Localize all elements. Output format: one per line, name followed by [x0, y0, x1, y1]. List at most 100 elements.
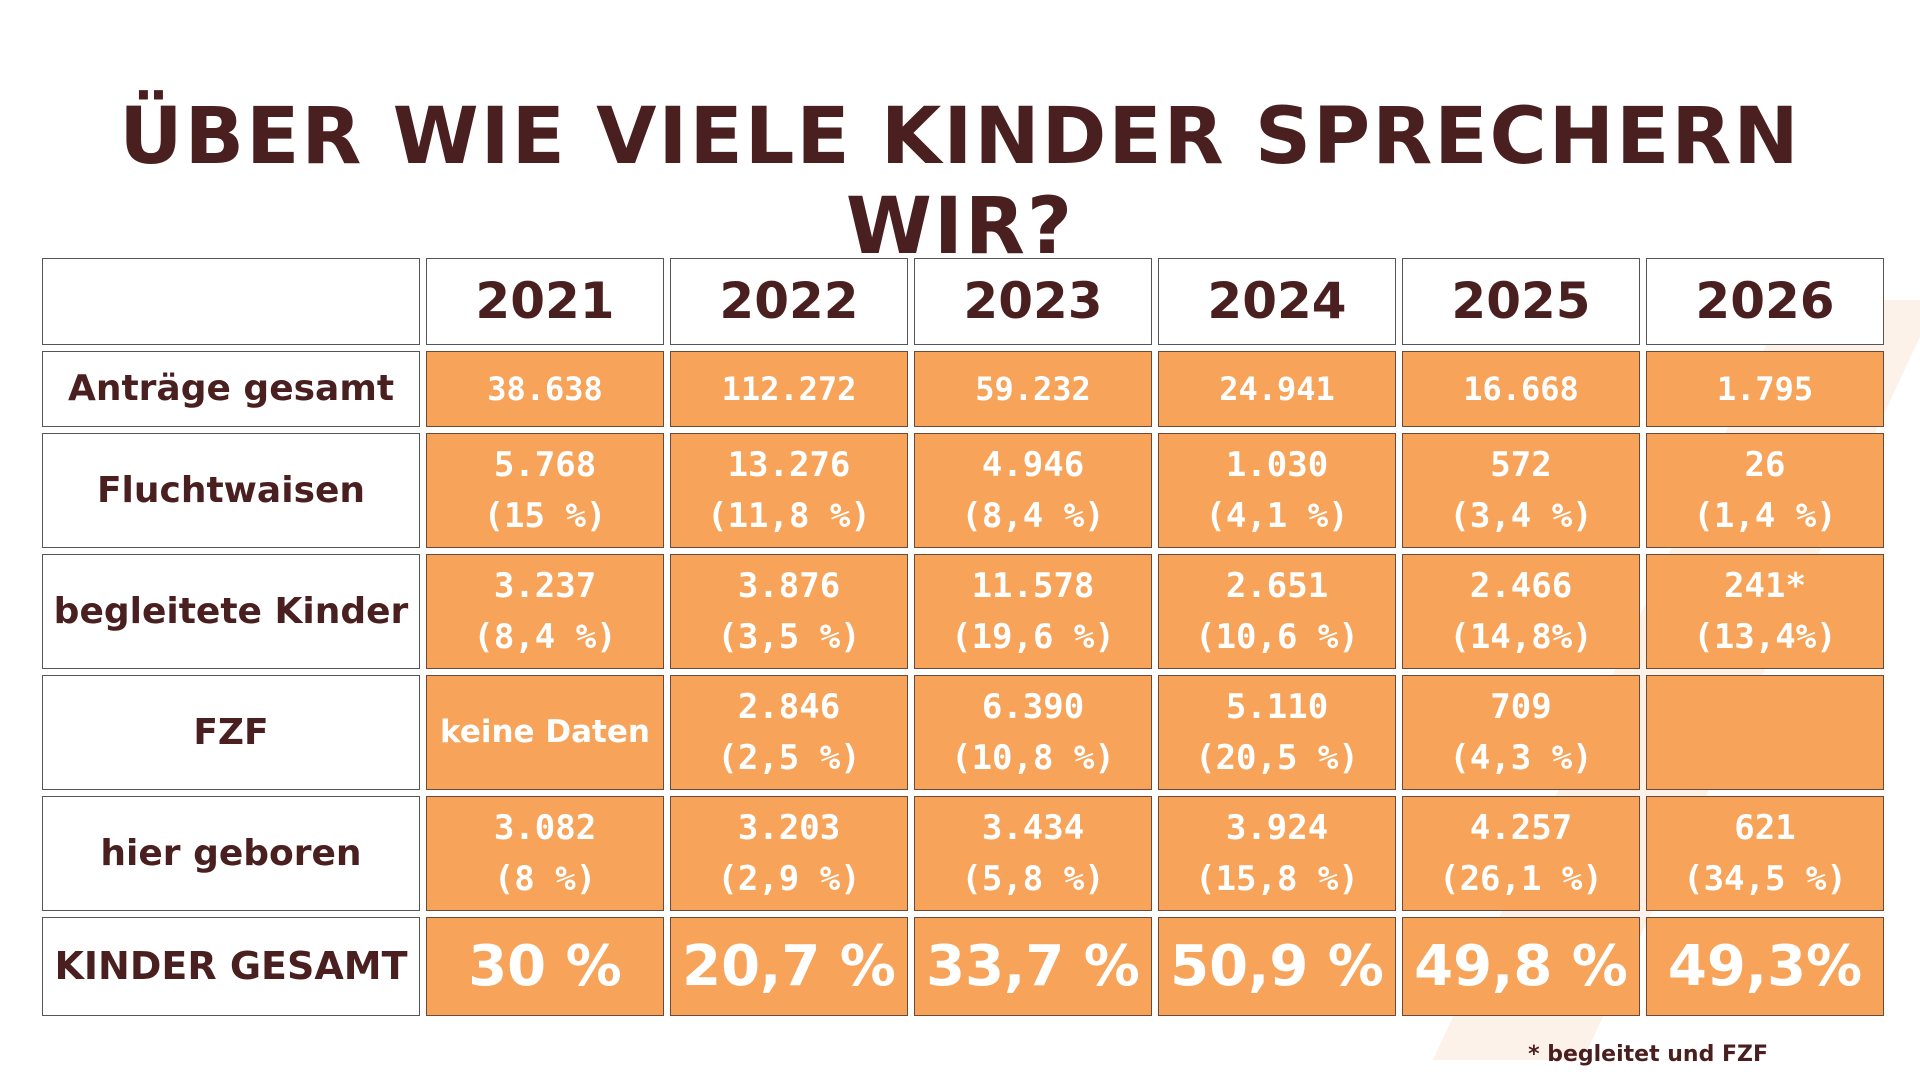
cell-percentage: (14,8%) — [1449, 616, 1593, 657]
cell-percentage: (34,5 %) — [1683, 858, 1847, 899]
cell-percentage: (4,1 %) — [1205, 495, 1349, 536]
column-header-year: 2021 — [426, 258, 664, 345]
table-cell: 13.276 (11,8 %) — [670, 433, 908, 548]
cell-value: 5.768 — [493, 444, 597, 485]
cell-percentage: (2,9 %) — [717, 858, 861, 899]
cell-percentage: (10,6 %) — [1195, 616, 1359, 657]
cell-value: 112.272 — [721, 370, 857, 408]
cell-value: 24.941 — [1219, 370, 1335, 408]
column-header-year: 2022 — [670, 258, 908, 345]
row-label: Fluchtwaisen — [42, 433, 420, 548]
cell-value: keine Daten — [440, 714, 650, 751]
column-header-year: 2026 — [1646, 258, 1884, 345]
column-header-year: 2024 — [1158, 258, 1396, 345]
cell-percentage: (1,4 %) — [1693, 495, 1837, 536]
column-header-year: 2023 — [914, 258, 1152, 345]
total-percentage-cell: 33,7 % — [914, 917, 1152, 1016]
table-cell: 24.941 — [1158, 351, 1396, 427]
cell-percentage: (3,5 %) — [717, 616, 861, 657]
cell-value: 49,8 % — [1414, 933, 1628, 999]
cell-value: 2.846 — [737, 686, 841, 727]
cell-value: 4.946 — [981, 444, 1085, 485]
table-cell: 5.768 (15 %) — [426, 433, 664, 548]
page-title: ÜBER WIE VIELE KINDER SPRECHERN WIR? — [119, 92, 1801, 272]
cell-value: 1.795 — [1716, 370, 1814, 408]
cell-value: 3.924 — [1225, 807, 1329, 848]
cell-percentage: (10,8 %) — [951, 737, 1115, 778]
cell-value: 3.237 — [493, 565, 597, 606]
table-cell: 4.946 (8,4 %) — [914, 433, 1152, 548]
table-cell: 59.232 — [914, 351, 1152, 427]
cell-percentage: (3,4 %) — [1449, 495, 1593, 536]
cell-value: 16.668 — [1463, 370, 1579, 408]
row-label: hier geboren — [42, 796, 420, 911]
cell-value: 38.638 — [487, 370, 603, 408]
table-cell: keine Daten — [426, 675, 664, 790]
cell-value: 59.232 — [975, 370, 1091, 408]
cell-value: 26 — [1744, 444, 1786, 485]
table-cell: 112.272 — [670, 351, 908, 427]
table-cell: 3.434 (5,8 %) — [914, 796, 1152, 911]
table-cell: 2.651 (10,6 %) — [1158, 554, 1396, 669]
cell-percentage: (20,5 %) — [1195, 737, 1359, 778]
table-cell — [1646, 675, 1884, 790]
table-cell: 26 (1,4 %) — [1646, 433, 1884, 548]
table-cell: 5.110 (20,5 %) — [1158, 675, 1396, 790]
cell-value: 3.203 — [737, 807, 841, 848]
table-cell: 11.578 (19,6 %) — [914, 554, 1152, 669]
cell-percentage: (15,8 %) — [1195, 858, 1359, 899]
cell-percentage: (5,8 %) — [961, 858, 1105, 899]
table-cell: 3.924 (15,8 %) — [1158, 796, 1396, 911]
total-percentage-cell: 49,8 % — [1402, 917, 1640, 1016]
table-cell: 38.638 — [426, 351, 664, 427]
total-percentage-cell: 20,7 % — [670, 917, 908, 1016]
cell-value: 572 — [1490, 444, 1552, 485]
cell-value: 13.276 — [727, 444, 851, 485]
row-label: Anträge gesamt — [42, 351, 420, 427]
footnote: * begleitet und FZF — [1528, 1042, 1768, 1067]
table-cell: 3.876 (3,5 %) — [670, 554, 908, 669]
cell-percentage: (8,4 %) — [473, 616, 617, 657]
cell-value: 241* — [1724, 565, 1806, 606]
data-table: 2021 2022 2023 2024 2025 2026 Anträge gesamt 38… — [42, 258, 1884, 1016]
cell-value: 20,7 % — [682, 933, 896, 999]
table-cell: 621 (34,5 %) — [1646, 796, 1884, 911]
table-cell: 1.795 — [1646, 351, 1884, 427]
column-header-year: 2025 — [1402, 258, 1640, 345]
row-label: FZF — [42, 675, 420, 790]
table-cell: 3.203 (2,9 %) — [670, 796, 908, 911]
cell-value: 30 % — [468, 933, 622, 999]
cell-value: 621 — [1734, 807, 1796, 848]
cell-percentage: (13,4%) — [1693, 616, 1837, 657]
total-percentage-cell: 50,9 % — [1158, 917, 1396, 1016]
cell-value: 3.082 — [493, 807, 597, 848]
cell-percentage: (26,1 %) — [1439, 858, 1603, 899]
table-cell: 1.030 (4,1 %) — [1158, 433, 1396, 548]
cell-value: 6.390 — [981, 686, 1085, 727]
cell-value: 50,9 % — [1170, 933, 1384, 999]
cell-percentage: (4,3 %) — [1449, 737, 1593, 778]
cell-value: 49,3% — [1667, 933, 1863, 999]
cell-value: 3.434 — [981, 807, 1085, 848]
cell-percentage: (11,8 %) — [707, 495, 871, 536]
cell-value: 5.110 — [1225, 686, 1329, 727]
table-cell: 572 (3,4 %) — [1402, 433, 1640, 548]
table-cell: 2.846 (2,5 %) — [670, 675, 908, 790]
total-percentage-cell: 49,3% — [1646, 917, 1884, 1016]
cell-value: 4.257 — [1469, 807, 1573, 848]
cell-value: 2.466 — [1469, 565, 1573, 606]
cell-value: 33,7 % — [926, 933, 1140, 999]
cell-value: 1.030 — [1225, 444, 1329, 485]
cell-value: 2.651 — [1225, 565, 1329, 606]
row-label: begleitete Kinder — [42, 554, 420, 669]
cell-value: 11.578 — [971, 565, 1095, 606]
cell-value: 3.876 — [737, 565, 841, 606]
table-cell: 4.257 (26,1 %) — [1402, 796, 1640, 911]
cell-percentage: (19,6 %) — [951, 616, 1115, 657]
table-cell: 3.237 (8,4 %) — [426, 554, 664, 669]
total-percentage-cell: 30 % — [426, 917, 664, 1016]
cell-percentage: (2,5 %) — [717, 737, 861, 778]
cell-value: 709 — [1490, 686, 1552, 727]
table-cell: 16.668 — [1402, 351, 1640, 427]
table-cell: 2.466 (14,8%) — [1402, 554, 1640, 669]
